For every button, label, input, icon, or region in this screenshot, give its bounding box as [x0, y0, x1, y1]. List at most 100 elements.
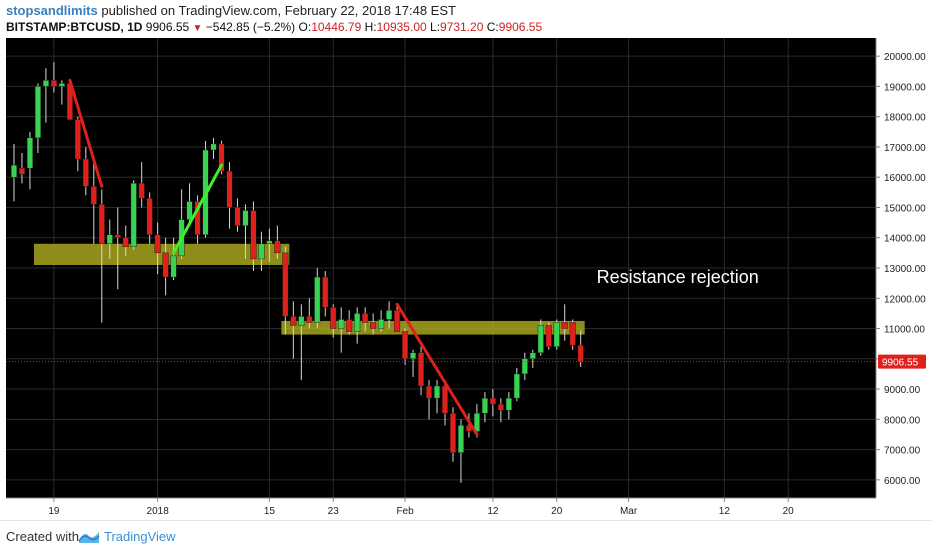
high-value: 10935.00 — [376, 20, 427, 34]
open-value: 10446.79 — [311, 20, 362, 34]
candle-down — [18, 167, 25, 175]
x-tick-label: 12 — [719, 506, 731, 517]
y-tick-label: 17000.00 — [884, 143, 926, 154]
created-with-text: Created with — [6, 529, 79, 544]
candle-down — [426, 385, 433, 399]
ohlc-line: BITSTAMP:BTCUSD, 1D 9906.55 ▼ −542.85 (−… — [6, 20, 542, 34]
candle-up — [481, 397, 488, 414]
candle-up — [537, 325, 544, 353]
candle-down — [402, 331, 409, 359]
trendline-up — [172, 163, 224, 255]
candle-down — [162, 252, 169, 278]
candle-up — [378, 319, 385, 329]
y-tick-label: 20000.00 — [884, 52, 926, 63]
y-tick-label: 11000.00 — [884, 325, 925, 336]
candle-down — [290, 316, 297, 326]
candle-down — [577, 345, 584, 362]
candle-down — [330, 307, 337, 329]
candle-up — [242, 210, 249, 226]
x-tick-label: 20 — [783, 506, 795, 517]
trendline-down-2 — [395, 302, 479, 436]
chart-area[interactable]: 20000.00 19000.00 18000.00 17000.00 16000.00… — [6, 38, 926, 520]
low-value: 9731.20 — [440, 20, 484, 34]
candle-up — [553, 322, 560, 347]
last-price-badge — [878, 354, 926, 369]
candle-down — [370, 322, 377, 329]
candle-down — [194, 201, 201, 235]
candle-down — [234, 207, 241, 226]
y-tick-label: 7000.00 — [884, 446, 921, 457]
candle-down — [569, 322, 576, 346]
candle-up — [186, 201, 193, 220]
y-tick-label: 12000.00 — [884, 294, 926, 305]
candle-down — [418, 352, 425, 387]
candle-down — [322, 276, 329, 308]
candlestick-chart[interactable]: 20000.00 19000.00 18000.00 17000.00 16000.00… — [6, 38, 926, 520]
y-tick-label: 19000.00 — [884, 82, 926, 93]
candle-down — [274, 240, 281, 254]
x-tick-label: 2018 — [147, 506, 170, 517]
last-price-text: 9906.55 — [145, 20, 190, 34]
candle-up — [258, 243, 265, 260]
candle-up — [106, 234, 113, 244]
candle-down — [50, 80, 57, 87]
x-tick-label: Feb — [396, 506, 414, 517]
candle-down — [561, 322, 568, 329]
close-value: 9906.55 — [498, 20, 543, 34]
candle-up — [10, 164, 17, 178]
last-price-label: 9906.55 — [882, 358, 919, 369]
x-tick-label: 12 — [487, 506, 499, 517]
candle-up — [513, 373, 520, 399]
x-tick-label: 23 — [328, 506, 340, 517]
open-label: O: — [298, 20, 312, 34]
candle-up — [338, 319, 345, 329]
candle-up — [58, 83, 65, 87]
candle-down — [114, 234, 121, 238]
annotation-text: Resistance rejection — [597, 267, 759, 287]
close-label: C: — [486, 20, 499, 34]
y-tick-label: 8000.00 — [884, 415, 921, 426]
candle-down — [449, 413, 456, 453]
tradingview-brand[interactable]: TradingView — [104, 529, 176, 544]
published-text: published on TradingView.com, February 2… — [101, 3, 456, 18]
candle-down — [282, 252, 289, 317]
candle-down — [250, 210, 257, 260]
trendline-down-1 — [68, 78, 104, 188]
candle-up — [505, 397, 512, 411]
y-tick-label: 14000.00 — [884, 234, 926, 245]
candle-up — [529, 352, 536, 359]
high-label: H: — [364, 20, 377, 34]
candle-up — [434, 385, 441, 399]
candle-down — [146, 198, 153, 235]
candle-down — [362, 313, 369, 323]
candle-down — [74, 119, 81, 160]
footer: Created with TradingView — [0, 520, 932, 551]
candle-down — [441, 385, 448, 414]
y-tick-label: 6000.00 — [884, 476, 921, 487]
y-tick-label: 16000.00 — [884, 173, 926, 184]
candle-down — [489, 397, 496, 405]
x-tick-label: 19 — [48, 506, 60, 517]
candle-up — [42, 80, 49, 87]
candle-up — [386, 310, 393, 320]
author-link[interactable]: stopsandlimits — [6, 3, 98, 18]
y-tick-label: 15000.00 — [884, 203, 926, 214]
candle-down — [497, 403, 504, 411]
candle-up — [266, 240, 273, 244]
tradingview-logo-icon — [78, 532, 100, 543]
candle-down — [122, 237, 129, 248]
candle-up — [410, 352, 417, 359]
candle-up — [298, 316, 305, 326]
y-tick-label: 13000.00 — [884, 264, 926, 275]
x-tick-label: Mar — [620, 506, 638, 517]
candle-down — [98, 204, 105, 244]
candle-down — [138, 183, 145, 199]
candle-up — [26, 137, 33, 169]
candle-down — [154, 234, 161, 254]
candle-up — [457, 425, 464, 453]
change-text: −542.85 (−5.2%) — [205, 20, 296, 34]
low-label: L: — [430, 20, 441, 34]
candle-down — [346, 319, 353, 332]
candle-down — [82, 158, 89, 187]
y-tick-label: 9000.00 — [884, 385, 921, 396]
